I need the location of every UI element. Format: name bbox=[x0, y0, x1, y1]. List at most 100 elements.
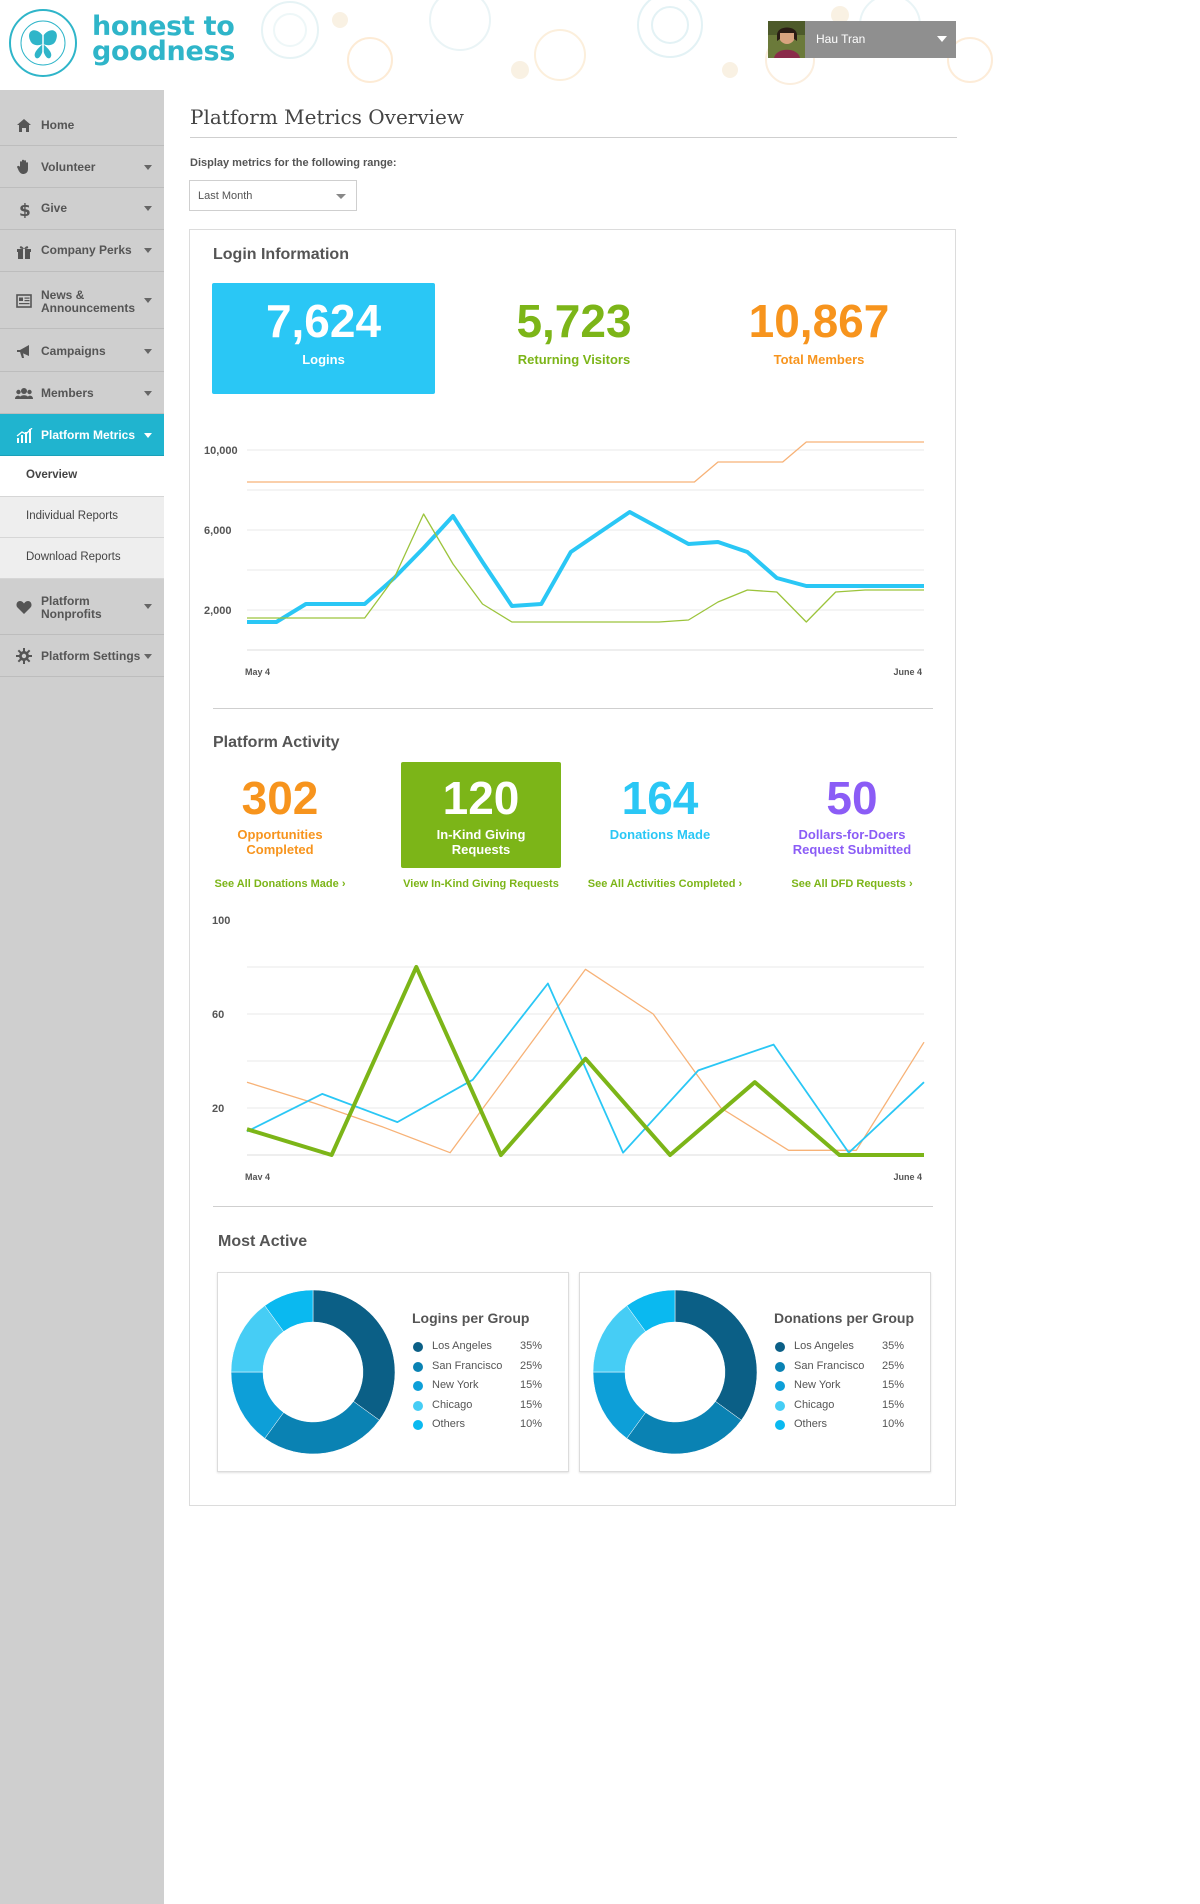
sidebar-item-label: Members bbox=[41, 386, 94, 400]
brand-name[interactable]: honest to goodness bbox=[92, 13, 236, 67]
total-members-stat: 10,867 Total Members bbox=[706, 298, 932, 367]
legend-dot-icon bbox=[775, 1420, 785, 1430]
legend-row: New York 15% bbox=[775, 1379, 925, 1393]
chevron-down-icon bbox=[144, 206, 152, 211]
y-tick-label: 20 bbox=[212, 1103, 224, 1115]
legend-row: Others 10% bbox=[413, 1418, 563, 1432]
sidebar-item-label: Platform Settings bbox=[41, 649, 141, 663]
legend-percent: 10% bbox=[882, 1418, 905, 1430]
chevron-down-icon bbox=[144, 349, 152, 354]
opportunities-label-1: Opportunities bbox=[237, 827, 323, 842]
returning-visitors-label: Returning Visitors bbox=[517, 352, 631, 367]
heart-icon bbox=[14, 598, 34, 616]
sidebar-subitem-label: Download Reports bbox=[26, 551, 121, 563]
legend-label: San Francisco bbox=[794, 1359, 865, 1372]
series-line-1 bbox=[247, 510, 924, 624]
sidebar-item-company-perks[interactable]: Company Perks bbox=[0, 231, 164, 272]
logins-stat-box bbox=[212, 283, 435, 394]
sidebar-item-give[interactable]: $ Give bbox=[0, 189, 164, 230]
donations-made-label: Donations Made bbox=[609, 827, 711, 842]
legend-row: San Francisco 25% bbox=[413, 1360, 563, 1374]
chevron-down-icon bbox=[144, 248, 152, 253]
sidebar-item-campaigns[interactable]: Campaigns bbox=[0, 330, 164, 372]
sidebar-item-label-line-1: Platform bbox=[41, 594, 90, 608]
logins-per-group-card: Logins per Group Los Angeles 35% San Franc… bbox=[217, 1272, 569, 1472]
newspaper-icon bbox=[14, 292, 34, 310]
legend-label: Los Angeles bbox=[432, 1340, 492, 1352]
legend-row: New York 15% bbox=[413, 1379, 563, 1393]
see-all-activities-link[interactable]: See All Activities Completed › bbox=[587, 878, 743, 890]
x-tick-label: June 4 bbox=[893, 667, 922, 677]
in-kind-stat-box bbox=[401, 762, 561, 868]
donut-slice bbox=[264, 1401, 380, 1455]
sidebar-item-platform-settings[interactable]: Platform Settings bbox=[0, 636, 164, 677]
sidebar-subitem-label: Overview bbox=[26, 469, 78, 481]
metrics-panel: Login Information 7,624 Logins 5,723 Ret… bbox=[189, 229, 956, 1506]
metrics-icon bbox=[14, 426, 34, 444]
sidebar-item-label-line-2: Announcements bbox=[41, 301, 136, 315]
logins-label: Logins bbox=[302, 352, 345, 367]
returning-visitors-stat: 5,723 Returning Visitors bbox=[462, 298, 686, 367]
donations-made-stat: 164 Donations Made bbox=[580, 775, 740, 842]
legend-row: Chicago 15% bbox=[775, 1399, 925, 1413]
legend-percent: 15% bbox=[520, 1379, 543, 1391]
sidebar-item-home[interactable]: Home bbox=[0, 104, 164, 146]
user-name: Hau Tran bbox=[816, 32, 866, 46]
sidebar-item-label: Home bbox=[41, 118, 75, 132]
range-label: Display metrics for the following range: bbox=[190, 157, 397, 169]
legend-row: San Francisco 25% bbox=[775, 1360, 925, 1374]
sidebar-item-platform-metrics[interactable]: Platform Metrics bbox=[0, 414, 164, 456]
gear-icon bbox=[14, 647, 34, 665]
x-tick-label: May 4 bbox=[245, 1172, 270, 1180]
see-all-donations-link[interactable]: See All Donations Made › bbox=[214, 878, 346, 890]
y-tick-label: 100 bbox=[212, 915, 230, 927]
legend-label: Others bbox=[432, 1418, 466, 1430]
legend-dot-icon bbox=[413, 1381, 423, 1391]
legend-dot-icon bbox=[775, 1400, 785, 1411]
donut-slice bbox=[626, 1289, 676, 1332]
brand-line-2: goodness bbox=[92, 36, 236, 67]
sidebar-item-label: Company Perks bbox=[41, 243, 132, 257]
series-line-1 bbox=[246, 982, 925, 1154]
dollar-icon: $ bbox=[14, 200, 34, 218]
login-line-chart: 10,000 6,000 2,000 May 4 June 4 bbox=[204, 441, 924, 677]
sidebar-item-members[interactable]: Members bbox=[0, 373, 164, 414]
y-tick-label: 2,000 bbox=[204, 605, 232, 617]
chevron-down-icon bbox=[144, 433, 152, 438]
legend-label: Los Angeles bbox=[794, 1340, 854, 1352]
logins-legend: Los Angeles 35% San Francisco 25% New York 15… bbox=[413, 1340, 563, 1440]
login-section-title: Login Information bbox=[213, 246, 349, 263]
legend-percent: 15% bbox=[882, 1398, 905, 1411]
legend-dot-icon bbox=[413, 1342, 423, 1352]
view-in-kind-requests-link[interactable]: View In-Kind Giving Requests bbox=[403, 878, 559, 890]
see-all-dfd-requests-link[interactable]: See All DFD Requests › bbox=[791, 878, 913, 890]
sidebar-item-label-line-1: News & bbox=[41, 288, 85, 302]
user-menu[interactable]: Hau Tran bbox=[768, 21, 956, 58]
sidebar-subitem-individual-reports[interactable]: Individual Reports bbox=[0, 497, 164, 538]
sidebar-subitem-label: Individual Reports bbox=[26, 510, 119, 522]
dfd-stat: 50 Dollars-for-Doers Request Submitted bbox=[762, 775, 942, 857]
honest-co-seal-logo[interactable] bbox=[8, 8, 78, 78]
legend-label: Chicago bbox=[794, 1398, 835, 1411]
range-select[interactable]: Last Month bbox=[189, 180, 357, 211]
sidebar-item-volunteer[interactable]: Volunteer bbox=[0, 147, 164, 188]
sidebar-item-news[interactable]: News & Announcements bbox=[0, 273, 164, 329]
legend-dot-icon bbox=[413, 1400, 423, 1411]
card-title: Donations per Group bbox=[774, 1310, 914, 1326]
user-avatar bbox=[768, 21, 805, 58]
sidebar-subitem-overview[interactable]: Overview bbox=[0, 456, 164, 497]
sidebar-item-platform-nonprofits[interactable]: Platform Nonprofits bbox=[0, 580, 164, 635]
members-icon bbox=[14, 384, 34, 402]
legend-percent: 25% bbox=[520, 1359, 543, 1372]
legend-percent: 25% bbox=[882, 1359, 905, 1372]
donations-made-value: 164 bbox=[621, 772, 699, 824]
total-members-value: 10,867 bbox=[748, 295, 890, 347]
chevron-down-icon bbox=[144, 604, 152, 609]
logins-value: 7,624 bbox=[265, 295, 382, 347]
series-line-2 bbox=[247, 513, 924, 623]
sidebar-subitem-download-reports[interactable]: Download Reports bbox=[0, 538, 164, 579]
opportunities-stat: 302 Opportunities Completed bbox=[200, 775, 360, 857]
app-header: honest to goodness Hau Tran bbox=[0, 0, 1000, 86]
y-tick-label: 60 bbox=[212, 1009, 224, 1021]
section-divider bbox=[213, 1206, 933, 1207]
